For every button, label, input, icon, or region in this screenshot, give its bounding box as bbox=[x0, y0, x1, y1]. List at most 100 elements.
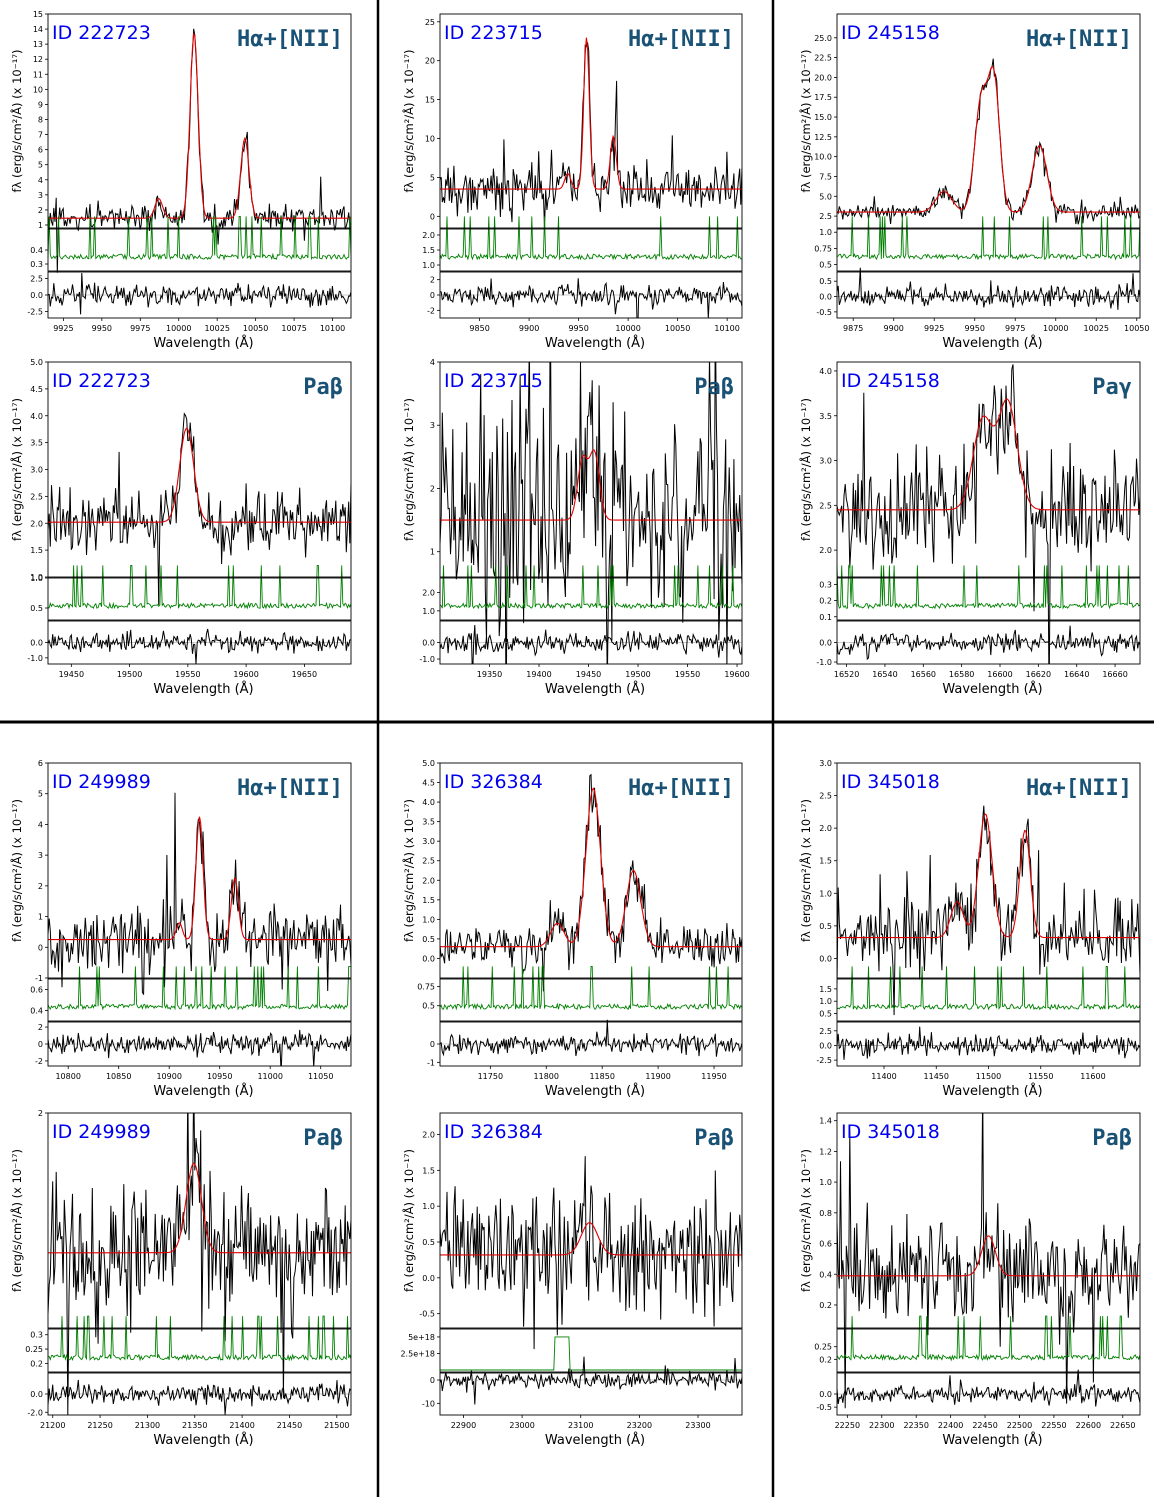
plot-area bbox=[48, 28, 351, 315]
error-spectrum-line bbox=[48, 965, 351, 1011]
emission-line-label: Hα+[NII] bbox=[628, 776, 734, 801]
y-main-tick-label: 0 bbox=[430, 212, 435, 221]
y-main-tick-label: 0.0 bbox=[819, 954, 832, 963]
spectrum-line bbox=[48, 1113, 351, 1415]
x-tick-label: 16660 bbox=[1102, 670, 1127, 679]
y-main-tick-label: 13 bbox=[33, 40, 43, 49]
y-main-tick-label: 1.4 bbox=[819, 1117, 832, 1126]
y-error-tick-label: 0.6 bbox=[30, 986, 43, 995]
y-main-tick-label: 5 bbox=[38, 790, 43, 799]
y-main-tick-label: 6 bbox=[38, 759, 43, 768]
residual-line bbox=[48, 1029, 351, 1066]
y-residual-tick-label: -0.5 bbox=[816, 308, 832, 317]
x-tick-label: 19350 bbox=[477, 670, 502, 679]
y-main-tick-label: 7.5 bbox=[819, 172, 832, 181]
y-main-tick-label: 1 bbox=[38, 221, 43, 230]
main-axes-frame bbox=[836, 1112, 1141, 1329]
x-tick-label: 9925 bbox=[924, 324, 944, 333]
main-axes-frame bbox=[47, 13, 352, 229]
error-axes-frame bbox=[439, 978, 743, 1022]
y-error-tick-label: 1.0 bbox=[819, 228, 832, 237]
x-axis-label: Wavelength (Å) bbox=[942, 1083, 1042, 1099]
emission-line-label: Paβ bbox=[303, 1126, 343, 1151]
y-axis-label: fλ (erg/s/cm²/Å) (x 10⁻¹⁷) bbox=[9, 799, 24, 942]
object-id-label: ID 245158 bbox=[841, 370, 940, 392]
error-axes-frame bbox=[836, 978, 1141, 1022]
y-main-tick-label: 2.0 bbox=[819, 824, 832, 833]
y-residual-tick-label: 2.5 bbox=[819, 1027, 832, 1036]
panel-9: 0.0 0.5 1.0 1.5 2.0 2.5 3.0 0.5 1.0 1.5 -2.5 0.0 2.5… bbox=[798, 759, 1141, 1099]
y-main-tick-label: 3 bbox=[38, 851, 43, 860]
main-axes-frame bbox=[836, 13, 1141, 229]
panel-8: 0.0 0.5 1.0 1.5 2.0 2.5 3.0 3.5 4.0 4.5 5.0 0.5 0.75… bbox=[401, 759, 743, 1099]
object-id-label: ID 345018 bbox=[841, 771, 940, 793]
plot-area bbox=[837, 58, 1140, 310]
error-spectrum-line bbox=[48, 564, 351, 610]
error-axes-frame bbox=[439, 577, 743, 621]
x-tick-label: 22450 bbox=[972, 1421, 997, 1430]
object-id-label: ID 249989 bbox=[52, 1121, 151, 1143]
y-axis-label: fλ (erg/s/cm²/Å) (x 10⁻¹⁷) bbox=[798, 49, 813, 192]
x-tick-label: 21450 bbox=[277, 1421, 302, 1430]
panel-7: -1 0 1 2 3 4 5 6 0.4 0.6 -2 0 2 10800 10850 10900 10950 1… bbox=[9, 759, 352, 1099]
y-main-tick-label: 2.0 bbox=[819, 546, 832, 555]
y-main-tick-label: 4.0 bbox=[422, 798, 435, 807]
y-residual-tick-label: 0 bbox=[430, 291, 435, 300]
x-tick-label: 21300 bbox=[135, 1421, 160, 1430]
y-residual-tick-label: 0.5 bbox=[819, 277, 832, 286]
y-error-tick-label: 0.2 bbox=[819, 597, 832, 606]
y-main-tick-label: 1 bbox=[430, 548, 435, 557]
error-axes-frame bbox=[836, 228, 1141, 272]
y-main-tick-label: 3.5 bbox=[819, 412, 832, 421]
y-axis-label: fλ (erg/s/cm²/Å) (x 10⁻¹⁷) bbox=[798, 799, 813, 942]
y-residual-tick-label: 0 bbox=[38, 1040, 43, 1049]
residual-line bbox=[837, 267, 1140, 310]
y-error-tick-label: 1.5 bbox=[422, 246, 435, 255]
x-axis-label: Wavelength (Å) bbox=[545, 335, 645, 351]
x-tick-label: 19500 bbox=[625, 670, 650, 679]
panel-2: 0 5 10 15 20 25 1.0 1.5 2.0 -2 0 2 9850 9900 9950 10000… bbox=[401, 13, 743, 351]
spectrum-line bbox=[837, 1113, 1140, 1409]
y-error-tick-label: 0.25 bbox=[25, 1345, 43, 1354]
y-error-tick-label: 0.5 bbox=[30, 604, 43, 613]
y-main-tick-label: 0.0 bbox=[422, 1274, 435, 1283]
y-residual-tick-label: 2 bbox=[38, 1023, 43, 1032]
panel-3: 2.5 5.0 7.5 10.0 12.5 15.0 17.5 20.0 22.5 25.0 0.5… bbox=[798, 13, 1149, 351]
y-error-tick-label: 1.0 bbox=[422, 607, 435, 616]
y-error-tick-label: 0.3 bbox=[30, 1331, 43, 1340]
x-tick-label: 19450 bbox=[59, 670, 84, 679]
y-main-tick-label: 4.5 bbox=[422, 779, 435, 788]
x-tick-label: 10900 bbox=[156, 1072, 181, 1081]
y-error-tick-label: 0.2 bbox=[30, 1359, 43, 1368]
y-error-tick-label: 1.5 bbox=[819, 985, 832, 994]
y-error-tick-label: 2.5e+18 bbox=[400, 1349, 435, 1358]
y-main-tick-label: 2.5 bbox=[30, 492, 43, 501]
x-tick-label: 21200 bbox=[40, 1421, 65, 1430]
plot-area bbox=[48, 1113, 351, 1415]
x-tick-label: 23000 bbox=[509, 1421, 534, 1430]
y-main-tick-label: 1.0 bbox=[819, 889, 832, 898]
y-main-tick-label: 2.0 bbox=[422, 1131, 435, 1140]
main-axes-frame bbox=[439, 1112, 743, 1329]
object-id-label: ID 223715 bbox=[444, 370, 543, 392]
x-tick-label: 11050 bbox=[308, 1072, 333, 1081]
model-fit-line bbox=[440, 1222, 742, 1256]
spectrum-line bbox=[440, 362, 742, 664]
y-main-tick-label: 2 bbox=[430, 484, 435, 493]
x-axis-label: Wavelength (Å) bbox=[942, 1432, 1042, 1448]
y-main-tick-label: 3.0 bbox=[422, 837, 435, 846]
y-main-tick-label: 3.0 bbox=[30, 466, 43, 475]
x-tick-label: 10000 bbox=[1043, 324, 1068, 333]
y-error-tick-label: 1.0 bbox=[422, 261, 435, 270]
error-spectrum-line bbox=[837, 216, 1140, 261]
x-tick-label: 11550 bbox=[1028, 1072, 1053, 1081]
main-axes-frame bbox=[836, 361, 1141, 578]
plot-area bbox=[48, 792, 351, 1066]
y-main-tick-label: 14 bbox=[33, 25, 43, 34]
model-fit-line bbox=[48, 32, 351, 219]
x-tick-label: 22350 bbox=[903, 1421, 928, 1430]
y-main-tick-label: 0.5 bbox=[819, 922, 832, 931]
error-spectrum-line bbox=[48, 215, 351, 261]
y-residual-tick-label: -2.5 bbox=[27, 307, 43, 316]
x-axis-label: Wavelength (Å) bbox=[153, 1432, 253, 1448]
